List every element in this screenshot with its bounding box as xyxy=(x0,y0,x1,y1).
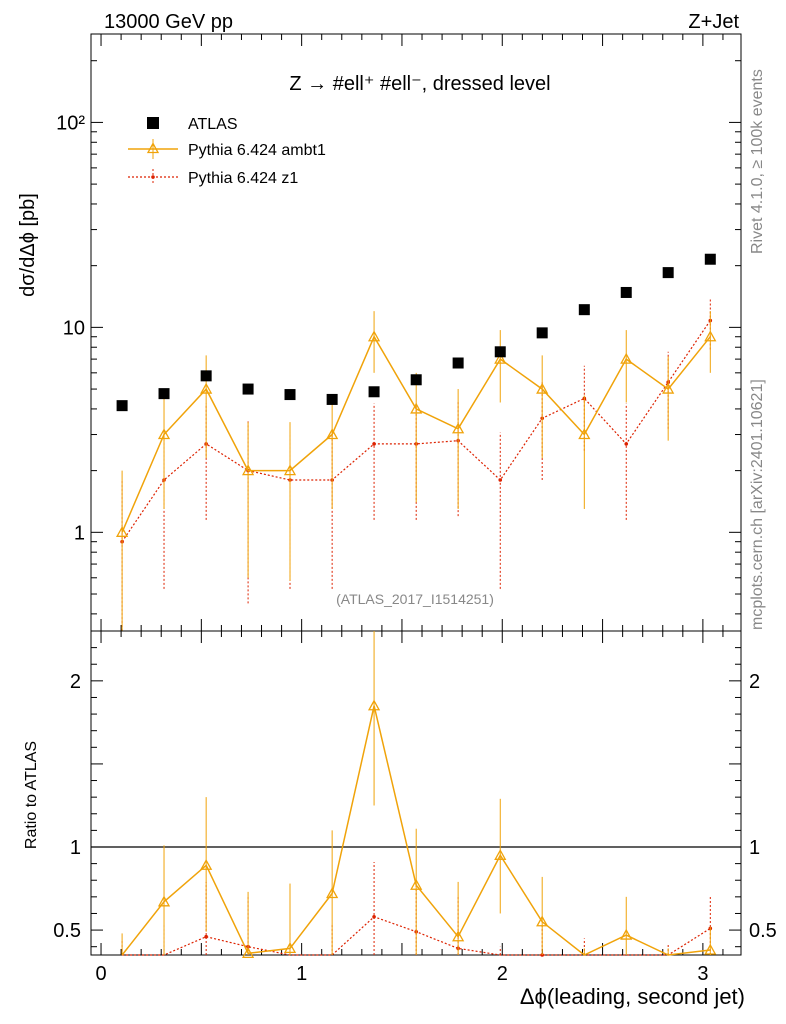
ambt1-point xyxy=(662,382,675,394)
analysis-label: (ATLAS_2017_I1514251) xyxy=(336,591,494,607)
x-tick-label: 0 xyxy=(95,963,106,985)
z1-point xyxy=(498,478,503,482)
ambt1-point xyxy=(367,330,381,342)
ratio-ambt1-point xyxy=(620,928,633,940)
main-y-label: dσ/dΔϕ [pb] xyxy=(17,193,39,297)
rivet-label: Rivet 4.1.0, ≥ 100k events xyxy=(749,69,766,254)
ratio-series xyxy=(121,631,717,958)
ratio-ambt1-point xyxy=(452,930,465,942)
ratio-y-axis: 0.5 0.5 1 1 2 2 xyxy=(53,630,777,948)
ambt1-point xyxy=(620,352,633,364)
main-y-tick-label: 10 xyxy=(63,317,85,339)
ratio-ambt1-point xyxy=(704,943,717,955)
ratio-z1-point xyxy=(204,934,208,939)
atlas-point xyxy=(242,383,254,395)
ratio-ambt1-point xyxy=(536,915,549,927)
atlas-point xyxy=(158,388,170,400)
z1-line xyxy=(121,320,711,543)
ambt1-point xyxy=(283,464,297,476)
main-y-tick-label: 1 xyxy=(74,522,85,544)
atlas-point xyxy=(578,304,590,316)
ratio-ambt1-point xyxy=(410,878,423,890)
mcplots-label: mcplots.cern.ch [arXiv:2401.10621] xyxy=(749,379,766,630)
ratio-ambt1-point xyxy=(494,848,507,860)
ratio-z1-point xyxy=(372,914,376,919)
ratio-ambt1-point xyxy=(367,699,381,711)
ratio-y-tick-label: 1 xyxy=(70,837,81,859)
x-tick-label: 3 xyxy=(697,963,708,985)
atlas-point xyxy=(116,400,128,412)
x-tick-label: 1 xyxy=(296,963,307,985)
chart-title: Z → #ell⁺ #ell⁻, dressed level xyxy=(289,73,550,95)
x-tick-label: 2 xyxy=(497,963,508,985)
legend: ATLAS Pythia 6.424 ambt1 Pythia 6.424 z1 xyxy=(128,116,326,187)
ambt1-point xyxy=(410,402,423,414)
legend-atlas-label: ATLAS xyxy=(188,116,238,133)
z1-point xyxy=(372,442,376,446)
atlas-point xyxy=(494,346,506,358)
legend-ambt1-marker xyxy=(146,142,160,154)
ambt1-point xyxy=(326,428,339,440)
atlas-point xyxy=(284,389,296,401)
ratio-ambt1-point xyxy=(200,858,213,870)
ambt1-point xyxy=(536,382,549,394)
ambt1-point xyxy=(704,330,717,342)
legend-atlas-marker xyxy=(147,117,159,129)
atlas-point xyxy=(662,267,674,279)
atlas-point xyxy=(410,374,422,386)
ratio-y-tick-label: 2 xyxy=(70,671,81,693)
ratio-y-tick-label-right: 1 xyxy=(749,837,760,859)
main-y-tick-label: 10² xyxy=(56,112,85,134)
ambt1-point xyxy=(115,525,129,537)
legend-z1-marker xyxy=(151,175,155,179)
ratio-y-tick-label-right: 2 xyxy=(749,671,760,693)
atlas-point xyxy=(620,286,632,298)
atlas-point xyxy=(536,327,548,339)
atlas-point xyxy=(704,253,716,265)
ratio-x-axis: 0 1 2 3 xyxy=(95,631,724,985)
ambt1-point xyxy=(200,382,213,394)
legend-ambt1-label: Pythia 6.424 ambt1 xyxy=(188,142,326,159)
process-label: Z+Jet xyxy=(688,11,739,33)
atlas-point xyxy=(326,393,338,405)
z1-point xyxy=(624,442,629,446)
atlas-point xyxy=(368,386,380,398)
ratio-y-tick-label: 0.5 xyxy=(53,920,81,942)
ambt1-point xyxy=(241,464,255,476)
atlas-point xyxy=(452,357,464,369)
ratio-ambt1-point xyxy=(241,947,255,958)
main-series xyxy=(115,253,717,631)
main-x-axis xyxy=(100,34,724,631)
ratio-ambt1-point xyxy=(283,942,297,954)
energy-label: 13000 GeV pp xyxy=(104,11,233,33)
ratio-y-label: Ratio to ATLAS xyxy=(23,741,40,849)
x-axis-label: Δϕ(leading, second jet) xyxy=(520,984,745,1009)
ambt1-point xyxy=(578,428,591,440)
ambt1-point xyxy=(157,428,171,440)
ratio-ambt1-point xyxy=(326,887,339,899)
atlas-point xyxy=(200,370,212,382)
ambt1-point xyxy=(494,352,507,364)
ratio-y-tick-label-right: 0.5 xyxy=(749,920,777,942)
ratio-ambt1-point xyxy=(157,895,171,907)
ambt1-point xyxy=(452,422,465,434)
main-y-axis: 1 10 10² xyxy=(56,60,741,615)
legend-z1-label: Pythia 6.424 z1 xyxy=(188,170,298,187)
